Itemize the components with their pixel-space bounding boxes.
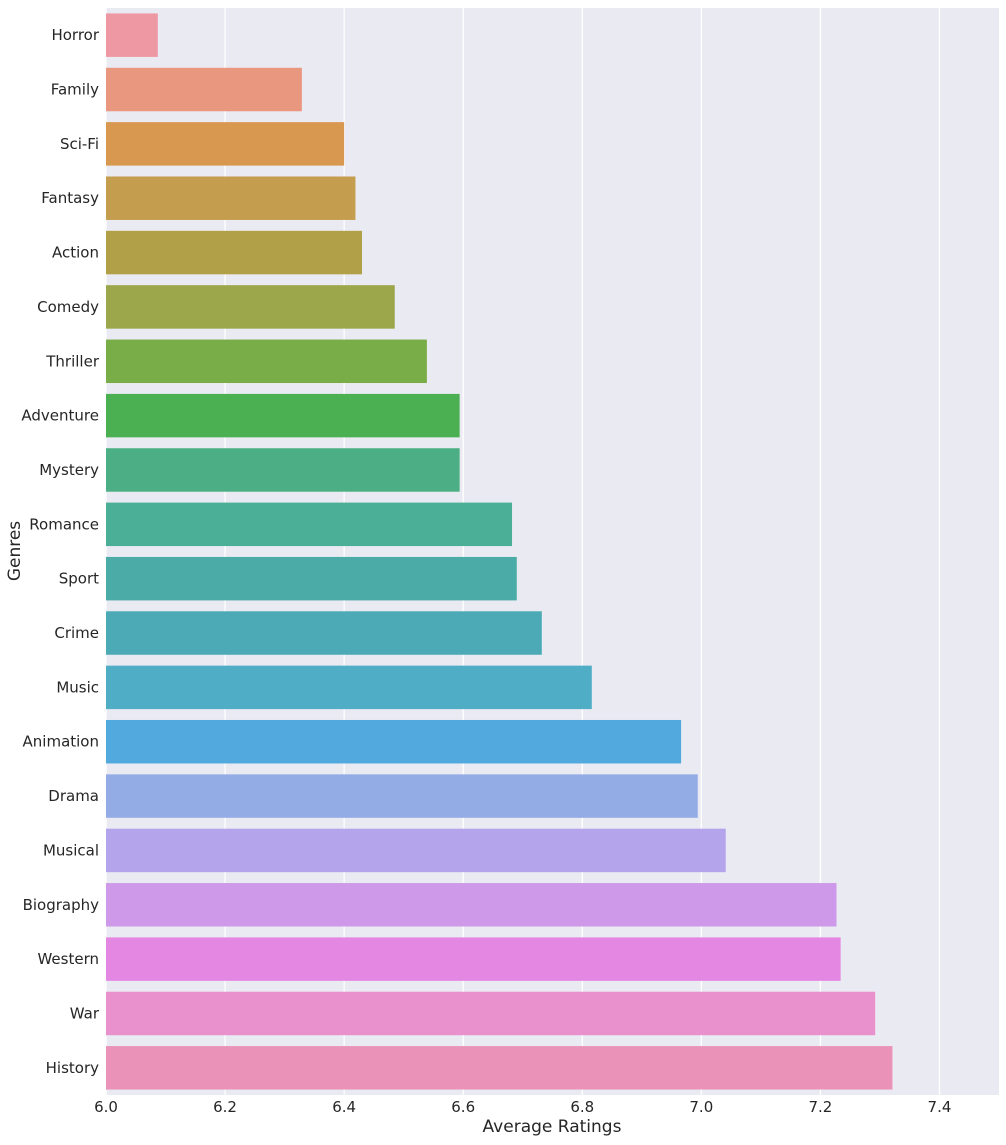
x-axis-label: Average Ratings xyxy=(483,1117,622,1137)
x-tick-label: 7.2 xyxy=(808,1098,832,1116)
y-tick-label: Romance xyxy=(29,515,99,533)
x-tick-label: 7.0 xyxy=(689,1098,713,1116)
bar-music xyxy=(106,665,592,710)
y-tick-label: Drama xyxy=(48,787,99,805)
bar-family xyxy=(106,67,302,112)
plot-area xyxy=(106,8,999,1095)
bar-musical xyxy=(106,828,726,873)
y-tick-label: Adventure xyxy=(21,407,99,425)
x-tick-label: 6.6 xyxy=(451,1098,475,1116)
y-tick-label: War xyxy=(70,1004,100,1022)
y-tick-label: Animation xyxy=(23,733,99,751)
y-tick-label: History xyxy=(46,1059,99,1077)
x-tick-label: 6.0 xyxy=(94,1098,118,1116)
x-tick-label: 6.2 xyxy=(213,1098,237,1116)
y-tick-label: Mystery xyxy=(39,461,99,479)
x-tick-label: 7.4 xyxy=(928,1098,952,1116)
y-tick-labels: Horror Family Sci-Fi Fantasy Action Comedy Thr… xyxy=(21,26,99,1077)
bar-thriller xyxy=(106,339,427,384)
y-tick-label: Crime xyxy=(54,624,99,642)
y-tick-label: Biography xyxy=(23,896,100,914)
y-tick-label: Horror xyxy=(51,26,99,44)
x-tick-label: 6.8 xyxy=(570,1098,594,1116)
y-tick-label: Fantasy xyxy=(41,189,99,207)
bar-biography xyxy=(106,883,837,927)
y-tick-label: Sport xyxy=(59,570,99,588)
bars xyxy=(106,13,893,1090)
y-tick-label: Sci-Fi xyxy=(60,135,99,153)
y-tick-label: Comedy xyxy=(37,298,99,316)
y-tick-label: Action xyxy=(52,244,99,262)
bar-animation xyxy=(106,719,682,764)
bar-mystery xyxy=(106,448,460,492)
bar-horror xyxy=(106,13,158,57)
bar-sci-fi xyxy=(106,122,345,166)
y-tick-label: Family xyxy=(51,81,99,99)
y-tick-label: Thriller xyxy=(45,352,100,370)
bar-drama xyxy=(106,774,698,818)
y-tick-label: Musical xyxy=(43,841,99,859)
bar-action xyxy=(106,230,362,275)
bar-fantasy xyxy=(106,176,356,220)
bar-adventure xyxy=(106,393,460,438)
bar-war xyxy=(106,991,876,1036)
y-axis-label: Genres xyxy=(5,521,25,581)
bar-sport xyxy=(106,556,517,601)
bar-comedy xyxy=(106,285,395,329)
x-tick-labels: 6.0 6.2 6.4 6.6 6.8 7.0 7.2 7.4 xyxy=(94,1098,951,1116)
bar-history xyxy=(106,1046,893,1090)
y-tick-label: Western xyxy=(37,950,99,968)
y-tick-label: Music xyxy=(56,678,99,696)
bar-romance xyxy=(106,502,513,547)
bar-crime xyxy=(106,611,542,655)
bar-western xyxy=(106,937,841,981)
x-tick-label: 6.4 xyxy=(332,1098,356,1116)
